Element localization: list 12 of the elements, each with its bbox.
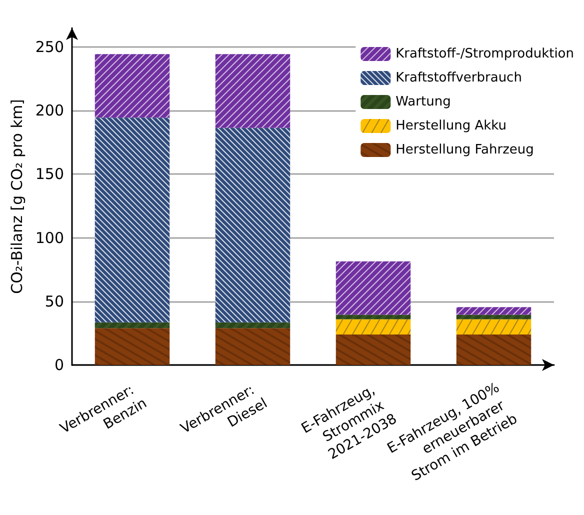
legend-label: Herstellung Fahrzeug <box>396 142 534 158</box>
y-tick-label: 50 <box>44 292 64 310</box>
legend-label: Wartung <box>396 94 451 110</box>
y-tick-label: 200 <box>35 102 64 120</box>
legend-label: Kraftstoff-/Stromproduktion <box>396 46 574 62</box>
y-tick-label: 100 <box>35 228 64 247</box>
y-tick-label: 0 <box>54 356 64 374</box>
legend-label: Kraftstoffverbrauch <box>396 70 522 86</box>
y-tick-label: 250 <box>35 38 64 56</box>
legend-label: Herstellung Akku <box>396 118 507 134</box>
y-axis-title: CO₂-Bilanz [g CO₂ pro km] <box>8 99 26 294</box>
y-tick-label: 150 <box>35 165 64 184</box>
